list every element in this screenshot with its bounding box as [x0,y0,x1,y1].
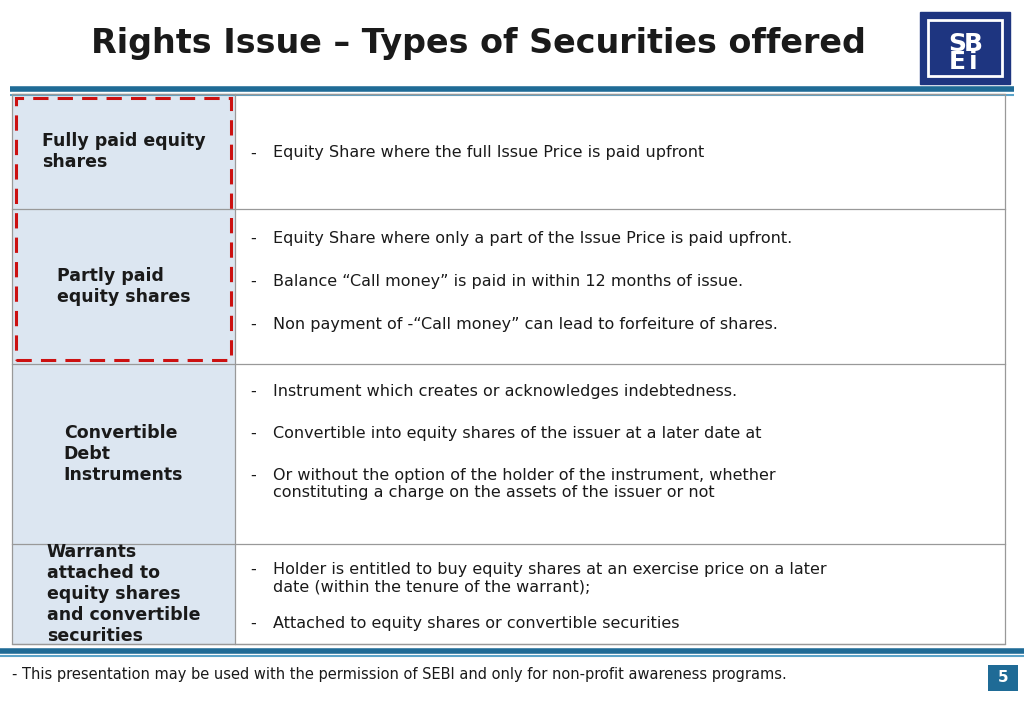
Bar [988,665,1018,691]
Bar [920,12,1010,84]
Text: B: B [964,32,982,56]
Text: Equity Share where the full Issue Price is paid upfront: Equity Share where the full Issue Price … [273,145,705,160]
Bar [928,20,1002,76]
Text: i: i [969,50,977,74]
Text: -: - [250,231,256,246]
Text: Attached to equity shares or convertible securities: Attached to equity shares or convertible… [273,616,680,631]
Text: 5: 5 [997,671,1009,686]
Bar [12,209,234,364]
Text: Rights Issue – Types of Securities offered: Rights Issue – Types of Securities offer… [90,26,865,60]
Text: S: S [948,32,966,56]
Text: E: E [948,50,966,74]
Text: -: - [250,384,256,399]
Text: -: - [250,616,256,631]
Text: Non payment of -“Call money” can lead to forfeiture of shares.: Non payment of -“Call money” can lead to… [273,317,778,332]
Text: Fully paid equity
shares: Fully paid equity shares [42,132,206,171]
Text: -: - [250,317,256,332]
Bar [12,364,234,544]
Bar [12,94,1005,644]
Text: -: - [250,562,256,577]
Text: - This presentation may be used with the permission of SEBI and only for non-pro: - This presentation may be used with the… [12,666,786,681]
Text: Equity Share where only a part of the Issue Price is paid upfront.: Equity Share where only a part of the Is… [273,231,793,246]
Text: Holder is entitled to buy equity shares at an exercise price on a later
date (wi: Holder is entitled to buy equity shares … [273,562,826,594]
Text: Convertible into equity shares of the issuer at a later date at: Convertible into equity shares of the is… [273,426,762,441]
Bar [16,98,231,360]
Text: -: - [250,145,256,160]
Text: Partly paid
equity shares: Partly paid equity shares [56,267,190,306]
Bar [12,544,234,644]
Text: Or without the option of the holder of the instrument, whether
constituting a ch: Or without the option of the holder of t… [273,468,775,501]
Text: Balance “Call money” is paid in within 12 months of issue.: Balance “Call money” is paid in within 1… [273,274,743,289]
Text: Instrument which creates or acknowledges indebtedness.: Instrument which creates or acknowledges… [273,384,737,399]
Text: -: - [250,274,256,289]
Text: -: - [250,426,256,441]
Text: -: - [250,468,256,483]
Text: Convertible
Debt
Instruments: Convertible Debt Instruments [63,424,183,484]
Text: Warrants
attached to
equity shares
and convertible
securities: Warrants attached to equity shares and c… [47,543,201,644]
Bar [12,94,234,209]
